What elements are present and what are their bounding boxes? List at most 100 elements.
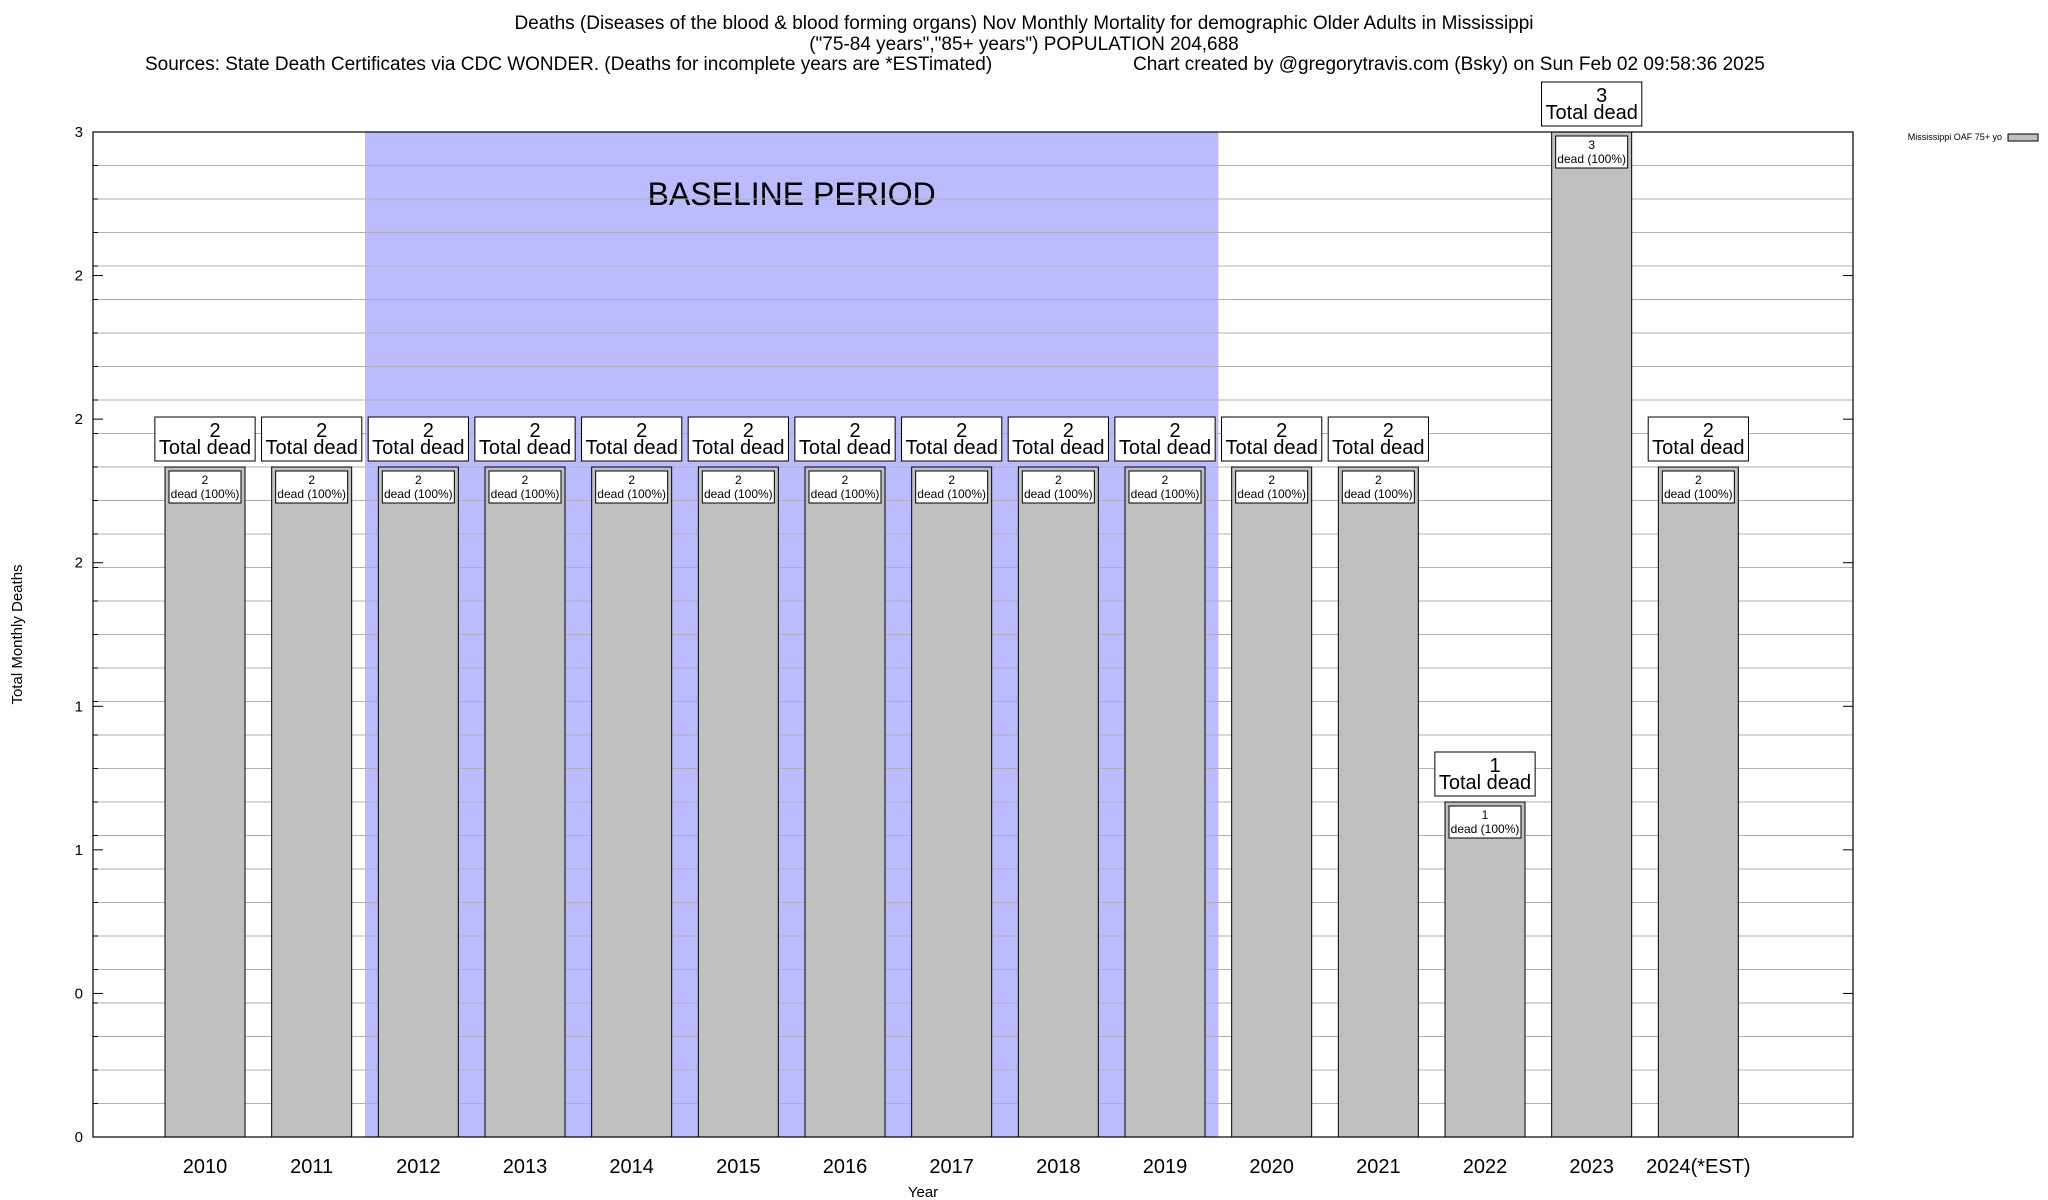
bar-total-label-box	[1434, 751, 1536, 797]
bar-inner-label-box	[808, 470, 882, 504]
xtick-label: 2010	[183, 1156, 228, 1178]
bar-total-suffix: Total dead	[159, 437, 251, 459]
bar-inner-suffix: dead (100%)	[1344, 487, 1413, 501]
bar-total-label-box	[1541, 81, 1643, 127]
bar-total-suffix: Total dead	[1332, 437, 1424, 459]
bar-inner-suffix: dead (100%)	[1664, 487, 1733, 501]
bar-total-value: 1	[1489, 755, 1500, 777]
bar-inner-value: 2	[735, 473, 742, 487]
x-axis-title: Year	[908, 1184, 938, 1200]
ytick-label: 2	[75, 555, 83, 572]
bar-inner-value: 2	[1162, 473, 1169, 487]
bar-inner-value: 3	[1588, 138, 1595, 152]
bar-total-suffix: Total dead	[372, 437, 464, 459]
bar-inner-suffix: dead (100%)	[597, 487, 666, 501]
bar-total-label-box	[581, 416, 683, 462]
bar-total-label-box	[1114, 416, 1216, 462]
chart-credit: Chart created by @gregorytravis.com (Bsk…	[1133, 54, 1765, 75]
bar	[1444, 801, 1526, 1138]
bar-inner-label-box	[275, 470, 349, 504]
baseline-label: BASELINE PERIOD	[648, 176, 936, 212]
bar-total-label-box	[261, 416, 363, 462]
bar-total-value: 2	[956, 420, 967, 442]
legend-label: Mississippi OAF 75+ yo	[1908, 132, 2002, 142]
bar-inner-suffix: dead (100%)	[491, 487, 560, 501]
bar-inner-label-box	[1661, 470, 1735, 504]
xtick-label: 2020	[1249, 1156, 1294, 1178]
bar-total-value: 2	[209, 420, 220, 442]
bar-inner-label-box	[915, 470, 989, 504]
xtick-label: 2015	[716, 1156, 761, 1178]
bar-inner-value: 2	[1268, 473, 1275, 487]
bar-total-suffix: Total dead	[1652, 437, 1744, 459]
bar-total-label-box	[1327, 416, 1429, 462]
bar-total-label-box	[1647, 416, 1749, 462]
sources-note: Sources: State Death Certificates via CD…	[145, 54, 993, 75]
xtick-label: 2019	[1143, 1156, 1188, 1178]
bar-inner-label-box	[168, 470, 242, 504]
bar-inner-suffix: dead (100%)	[1024, 487, 1093, 501]
chart-title: Deaths (Diseases of the blood & blood fo…	[514, 13, 1534, 34]
bar-inner-label-box	[1341, 470, 1415, 504]
bar-inner-label-box	[701, 470, 775, 504]
bar-total-value: 2	[529, 420, 540, 442]
ytick-label: 1	[75, 698, 83, 715]
bar-total-suffix: Total dead	[1226, 437, 1318, 459]
ytick-label: 3	[75, 124, 83, 141]
bar-inner-value: 2	[842, 473, 849, 487]
xtick-label: 2021	[1356, 1156, 1401, 1178]
bar-inner-suffix: dead (100%)	[277, 487, 346, 501]
bar-total-suffix: Total dead	[799, 437, 891, 459]
bar	[911, 466, 993, 1138]
xtick-label: 2018	[1036, 1156, 1081, 1178]
bar-total-suffix: Total dead	[1012, 437, 1104, 459]
bar-inner-suffix: dead (100%)	[704, 487, 773, 501]
bar-total-label-box	[1221, 416, 1323, 462]
legend-swatch	[2007, 133, 2039, 142]
xtick-label: 2016	[823, 1156, 868, 1178]
xtick-label: 2014	[609, 1156, 654, 1178]
bar-total-suffix: Total dead	[479, 437, 571, 459]
bar-total-value: 2	[1703, 420, 1714, 442]
bar	[1337, 466, 1419, 1138]
bar	[271, 466, 353, 1138]
bar-inner-label-box	[488, 470, 562, 504]
bar-inner-suffix: dead (100%)	[1557, 152, 1626, 166]
xtick-label: 2017	[929, 1156, 974, 1178]
xtick-label: 2011	[290, 1156, 333, 1178]
bar-inner-label-box	[1235, 470, 1309, 504]
bar-inner-value: 1	[1482, 808, 1489, 822]
xtick-label: 2022	[1463, 1156, 1508, 1178]
bar	[1124, 466, 1206, 1138]
bar-inner-label-box	[1021, 470, 1095, 504]
ytick-label: 1	[75, 842, 83, 859]
bar-inner-label-box	[1555, 135, 1629, 169]
bar-total-suffix: Total dead	[1119, 437, 1211, 459]
bar-total-value: 2	[1063, 420, 1074, 442]
bar-inner-suffix: dead (100%)	[171, 487, 240, 501]
bar-total-suffix: Total dead	[1439, 772, 1531, 794]
bar-total-suffix: Total dead	[1546, 102, 1638, 124]
bar-total-suffix: Total dead	[266, 437, 358, 459]
bar-inner-suffix: dead (100%)	[1131, 487, 1200, 501]
bar-total-value: 2	[1169, 420, 1180, 442]
bar-inner-value: 2	[1695, 473, 1702, 487]
bar	[1551, 131, 1633, 1138]
bar	[1017, 466, 1099, 1138]
bar-inner-value: 2	[522, 473, 529, 487]
bar	[804, 466, 886, 1138]
bar-total-label-box	[901, 416, 1003, 462]
bar-inner-value: 2	[308, 473, 315, 487]
bar-total-value: 2	[743, 420, 754, 442]
bar-inner-value: 2	[948, 473, 955, 487]
bar-total-value: 2	[1383, 420, 1394, 442]
bar-inner-label-box	[595, 470, 669, 504]
bar	[697, 466, 779, 1138]
bar	[1657, 466, 1739, 1138]
chart-subtitle: ("75-84 years","85+ years") POPULATION 2…	[809, 34, 1239, 55]
ytick-label: 0	[75, 1129, 83, 1146]
bar-total-label-box	[794, 416, 896, 462]
bar-total-suffix: Total dead	[906, 437, 998, 459]
bar-inner-value: 2	[415, 473, 422, 487]
